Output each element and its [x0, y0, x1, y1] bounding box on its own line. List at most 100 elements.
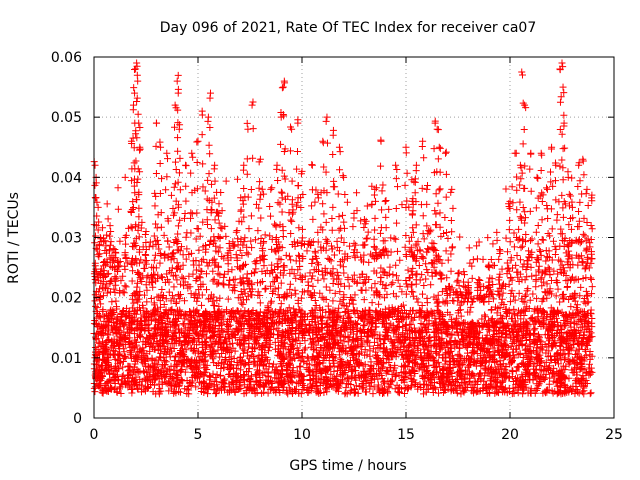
data-point	[420, 235, 428, 243]
data-point	[218, 350, 226, 358]
data-point	[580, 390, 588, 398]
data-point	[131, 330, 139, 338]
data-point	[243, 249, 251, 257]
data-point	[469, 371, 477, 379]
data-point	[508, 183, 516, 191]
data-point	[276, 360, 284, 368]
data-point	[509, 348, 517, 356]
data-point	[411, 189, 419, 197]
data-point	[330, 344, 338, 352]
data-point	[116, 237, 124, 245]
data-point	[314, 190, 322, 198]
data-point	[394, 276, 402, 284]
data-point	[237, 327, 245, 335]
data-point	[518, 242, 526, 250]
data-point	[266, 270, 274, 278]
data-point	[510, 229, 518, 237]
data-point	[502, 234, 510, 242]
data-point	[460, 374, 468, 382]
data-point	[295, 321, 303, 329]
data-point	[289, 341, 297, 349]
data-point	[335, 304, 343, 312]
data-point	[353, 189, 361, 197]
data-point	[542, 358, 550, 366]
data-point	[498, 371, 506, 379]
data-point	[138, 388, 146, 396]
data-point	[435, 389, 443, 397]
data-point	[139, 272, 147, 280]
data-point	[404, 283, 412, 291]
data-point	[331, 289, 339, 297]
data-point	[387, 234, 395, 242]
data-point	[134, 317, 142, 325]
data-point	[328, 214, 336, 222]
data-point	[333, 237, 341, 245]
data-point	[565, 374, 573, 382]
data-point	[369, 390, 377, 398]
data-point	[533, 349, 541, 357]
data-point	[554, 270, 562, 278]
data-point	[576, 239, 584, 247]
data-point	[423, 328, 431, 336]
data-point	[149, 362, 157, 370]
data-point	[460, 271, 468, 279]
data-point	[430, 263, 438, 271]
data-point	[220, 254, 228, 262]
data-point	[138, 381, 146, 389]
data-point	[247, 237, 255, 245]
data-point	[103, 231, 111, 239]
data-point	[112, 274, 120, 282]
data-point	[588, 254, 596, 262]
data-point	[109, 319, 117, 327]
data-point	[178, 243, 186, 251]
data-point	[322, 385, 330, 393]
data-point	[315, 336, 323, 344]
data-point	[393, 247, 401, 255]
data-point	[233, 377, 241, 385]
data-point	[565, 255, 573, 263]
data-point	[456, 351, 464, 359]
data-point	[196, 274, 204, 282]
data-point	[478, 315, 486, 323]
data-point	[509, 199, 517, 207]
data-point	[516, 213, 524, 221]
data-point	[409, 288, 417, 296]
data-point	[273, 324, 281, 332]
data-point	[288, 210, 296, 218]
data-point	[165, 288, 173, 296]
data-point	[303, 247, 311, 255]
data-point	[239, 300, 247, 308]
data-point	[535, 372, 543, 380]
data-point	[286, 353, 294, 361]
data-point	[114, 205, 122, 213]
data-point	[292, 290, 300, 298]
data-point	[288, 217, 296, 225]
data-point	[587, 306, 595, 314]
data-point	[418, 301, 426, 309]
data-point	[236, 246, 244, 254]
data-point	[400, 389, 408, 397]
data-point	[150, 232, 158, 240]
data-point	[296, 372, 304, 380]
data-point	[465, 368, 473, 376]
data-point	[525, 305, 533, 313]
data-point	[399, 322, 407, 330]
data-point	[489, 262, 497, 270]
data-point	[142, 340, 150, 348]
data-point	[401, 361, 409, 369]
data-point	[234, 235, 242, 243]
data-point	[352, 382, 360, 390]
data-point	[160, 301, 168, 309]
data-point	[379, 181, 387, 189]
data-point	[157, 303, 165, 311]
data-point	[119, 272, 127, 280]
data-point	[117, 277, 125, 285]
data-point	[187, 319, 195, 327]
data-point	[505, 384, 513, 392]
data-point	[138, 377, 146, 385]
data-point	[194, 294, 202, 302]
data-point	[465, 362, 473, 370]
data-point	[311, 297, 319, 305]
data-point	[584, 291, 592, 299]
data-point	[132, 373, 140, 381]
